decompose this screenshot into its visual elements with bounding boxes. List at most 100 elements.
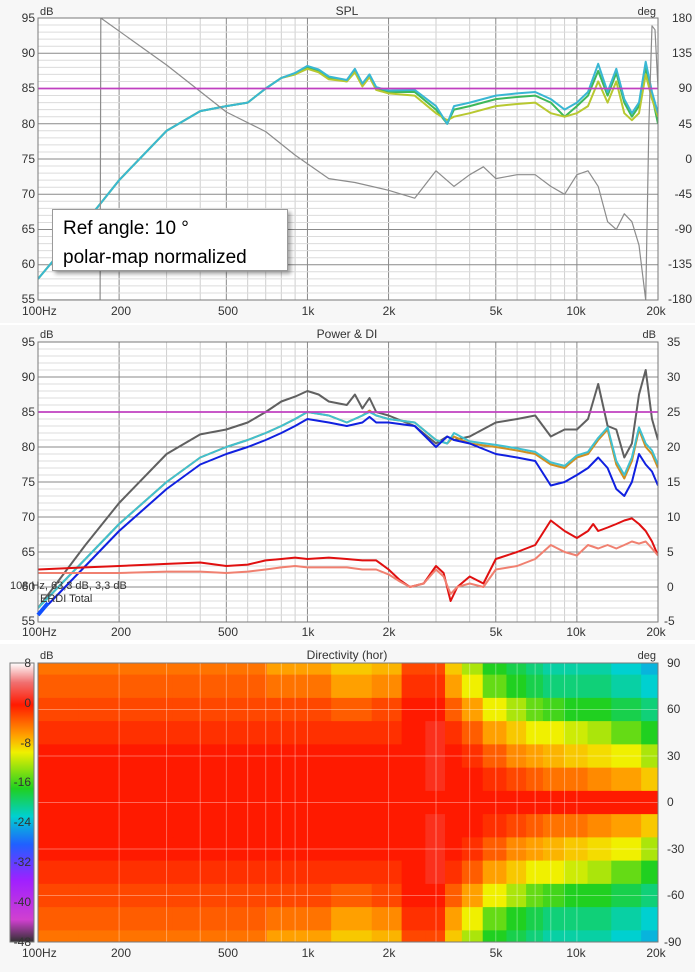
heatmap-cell bbox=[371, 837, 403, 862]
y2-tick: -5 bbox=[664, 614, 675, 628]
x-tick: 20k bbox=[646, 304, 666, 318]
heatmap-cell bbox=[266, 860, 332, 885]
heatmap-cell bbox=[445, 744, 463, 769]
heatmap-cell bbox=[506, 697, 527, 722]
heatmap-cell bbox=[78, 837, 174, 862]
heatmap-cell bbox=[445, 721, 463, 745]
heatmap-cell bbox=[526, 674, 544, 699]
heatmap-cell bbox=[611, 744, 642, 769]
heatmap-cell bbox=[78, 721, 174, 745]
heatmap-cell bbox=[172, 744, 268, 769]
heatmap-cell bbox=[587, 883, 612, 908]
heatmap-cell bbox=[78, 697, 174, 722]
y-tick: 70 bbox=[22, 187, 36, 201]
y-tick: 70 bbox=[22, 510, 36, 524]
scale-tick: 8 bbox=[24, 656, 31, 670]
heatmap-cell bbox=[611, 860, 642, 885]
directivity-plot-border bbox=[37, 662, 659, 943]
heatmap-cell bbox=[482, 814, 507, 838]
heatmap-cell bbox=[526, 744, 544, 769]
x-tick: 500 bbox=[218, 304, 238, 318]
heatmap-cell bbox=[641, 790, 658, 815]
heatmap-cell bbox=[331, 767, 373, 792]
y-tick: 60 bbox=[22, 580, 36, 594]
y-tick: 65 bbox=[22, 222, 36, 236]
heatmap-cell bbox=[542, 721, 565, 745]
heatmap-cell bbox=[266, 767, 332, 792]
heatmap-cell bbox=[611, 883, 642, 908]
heatmap-cell bbox=[506, 860, 527, 885]
spl-left-ticks: 95 90 85 80 75 70 65 60 55 bbox=[22, 11, 36, 306]
heatmap-cell bbox=[506, 814, 527, 838]
reference-annotation: Ref angle: 10 ° polar-map normalized bbox=[52, 209, 288, 271]
cursor-readout: 108 Hz, 63,3 dB, 3,3 dB bbox=[10, 580, 127, 592]
y-tick: 55 bbox=[22, 614, 36, 628]
heatmap-cell bbox=[611, 837, 642, 862]
heatmap-cell bbox=[38, 697, 80, 722]
heatmap-cell bbox=[641, 930, 658, 942]
heatmap-cell bbox=[38, 744, 80, 769]
heatmap-cell bbox=[563, 860, 589, 885]
heatmap-cell bbox=[445, 837, 463, 862]
y2-tick: 25 bbox=[667, 405, 681, 419]
heatmap-cell bbox=[266, 837, 332, 862]
scale-tick: -24 bbox=[14, 815, 32, 829]
heatmap-cell bbox=[331, 697, 373, 722]
heatmap-cell bbox=[266, 697, 332, 722]
heatmap-cell bbox=[526, 663, 544, 676]
heatmap-cell bbox=[266, 930, 332, 942]
angle-tick: -30 bbox=[667, 842, 685, 856]
heatmap-cell bbox=[611, 663, 642, 676]
heatmap-cell bbox=[371, 907, 403, 931]
y-tick: 95 bbox=[22, 335, 36, 349]
heatmap-cell bbox=[172, 767, 268, 792]
heatmap-cell bbox=[425, 790, 446, 815]
heatmap-cell bbox=[506, 721, 527, 745]
heatmap-cell bbox=[482, 663, 507, 676]
heatmap-cell bbox=[172, 697, 268, 722]
heatmap-cell bbox=[266, 674, 332, 699]
heatmap-cell bbox=[401, 930, 426, 942]
heatmap-cell bbox=[371, 860, 403, 885]
heatmap-cell bbox=[266, 814, 332, 838]
heatmap-cell bbox=[526, 837, 544, 862]
heatmap-cell bbox=[611, 930, 642, 942]
heatmap-cell bbox=[38, 767, 80, 792]
heatmap-cell bbox=[331, 907, 373, 931]
heatmap-cell bbox=[587, 721, 612, 745]
cursor-marker bbox=[36, 601, 50, 617]
heatmap-cell bbox=[401, 697, 426, 722]
heatmap-cell bbox=[401, 860, 426, 885]
heatmap-cell bbox=[482, 860, 507, 885]
x-tick: 10k bbox=[566, 946, 586, 960]
heatmap-cell bbox=[482, 907, 507, 931]
y-tick: 75 bbox=[22, 152, 36, 166]
heatmap-cell bbox=[482, 697, 507, 722]
heatmap-cell bbox=[401, 907, 426, 931]
power-right-unit: dB bbox=[643, 329, 656, 341]
heatmap-cell bbox=[611, 697, 642, 722]
heatmap-cell bbox=[172, 837, 268, 862]
y2-tick: 10 bbox=[667, 510, 681, 524]
heatmap-cell bbox=[331, 744, 373, 769]
heatmap-cell bbox=[172, 721, 268, 745]
heatmap-cell bbox=[641, 663, 658, 676]
power-right-ticks: 35 30 25 20 15 10 5 0 -5 bbox=[664, 335, 681, 628]
heatmap-cell bbox=[542, 744, 565, 769]
heatmap-cell bbox=[482, 674, 507, 699]
heatmap-cell bbox=[526, 790, 544, 815]
heatmap-cell bbox=[506, 674, 527, 699]
heatmap-cell bbox=[425, 860, 446, 885]
heatmap-cell bbox=[542, 883, 565, 908]
y2-tick: 90 bbox=[679, 81, 693, 95]
series-line-pink bbox=[38, 540, 658, 595]
heatmap-cell bbox=[78, 674, 174, 699]
heatmap-cell bbox=[78, 663, 174, 676]
x-tick: 1k bbox=[302, 625, 316, 639]
x-tick: 200 bbox=[111, 946, 131, 960]
heatmap-cell bbox=[331, 674, 373, 699]
heatmap-cell bbox=[401, 721, 426, 745]
heatmap-cell bbox=[38, 663, 80, 676]
angle-tick: 0 bbox=[667, 795, 674, 809]
x-tick: 100Hz bbox=[22, 304, 57, 318]
